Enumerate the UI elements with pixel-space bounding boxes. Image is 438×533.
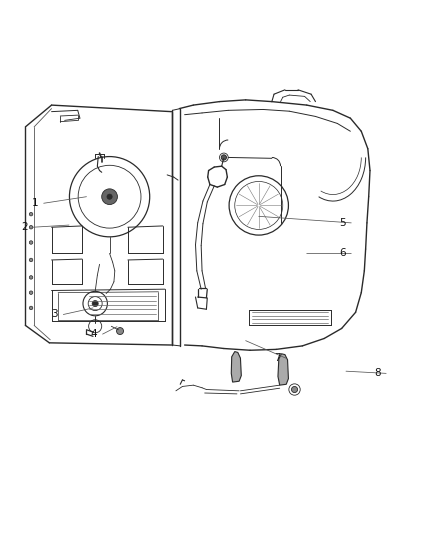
- Circle shape: [29, 241, 33, 244]
- Text: 8: 8: [374, 368, 380, 378]
- Circle shape: [107, 194, 112, 199]
- Polygon shape: [231, 352, 241, 382]
- Polygon shape: [277, 354, 288, 385]
- Text: 5: 5: [339, 218, 345, 228]
- Circle shape: [29, 306, 33, 310]
- Circle shape: [29, 291, 33, 294]
- Circle shape: [29, 225, 33, 229]
- Text: 7: 7: [273, 353, 280, 363]
- Circle shape: [102, 189, 117, 205]
- Text: 3: 3: [51, 310, 58, 319]
- Circle shape: [116, 328, 123, 335]
- Circle shape: [92, 301, 98, 306]
- Circle shape: [29, 258, 33, 262]
- Text: 1: 1: [32, 198, 39, 208]
- Circle shape: [29, 276, 33, 279]
- Text: 6: 6: [339, 248, 345, 259]
- Circle shape: [221, 155, 226, 160]
- Text: 4: 4: [91, 329, 97, 339]
- Circle shape: [29, 213, 33, 216]
- Circle shape: [291, 386, 297, 393]
- Text: 2: 2: [21, 222, 28, 232]
